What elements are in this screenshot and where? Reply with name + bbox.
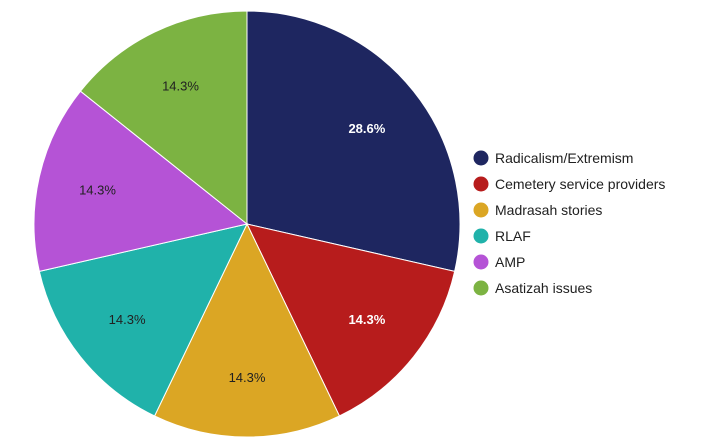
data-label-cemetery-service-providers: 14.3% <box>348 312 385 327</box>
pie-slice-radicalism-extremism <box>246 10 461 272</box>
pie-slices <box>33 10 461 438</box>
legend-marker-rlaf <box>473 228 489 244</box>
data-label-radicalism-extremism: 28.6% <box>348 121 385 136</box>
legend-marker-cemetery-service-providers <box>473 176 489 192</box>
legend: Radicalism/Extremism Cemetery service pro… <box>473 150 665 296</box>
pie-slice-amp <box>33 90 249 272</box>
data-label-rlaf: 14.3% <box>109 312 146 327</box>
legend-marker-amp <box>473 254 489 270</box>
legend-label-rlaf: RLAF <box>495 228 531 244</box>
data-label-asatizah-issues: 14.3% <box>162 78 199 93</box>
legend-label-asatizah-issues: Asatizah issues <box>495 280 592 296</box>
legend-label-cemetery-service-providers: Cemetery service providers <box>495 176 665 192</box>
legend-marker-radicalism-extremism <box>473 150 489 166</box>
legend-label-madrasah-stories: Madrasah stories <box>495 202 602 218</box>
data-label-madrasah-stories: 14.3% <box>229 370 266 385</box>
legend-marker-asatizah-issues <box>473 280 489 296</box>
pie-slice-rlaf <box>38 223 248 417</box>
pie-slice-cemetery-service-providers <box>246 223 456 417</box>
pie-slice-labels: 28.6% 14.3% 14.3% 14.3% 14.3% 14.3% <box>79 78 386 385</box>
pie-slice-madrasah-stories <box>153 222 341 438</box>
legend-label-radicalism-extremism: Radicalism/Extremism <box>495 150 633 166</box>
data-label-amp: 14.3% <box>79 182 116 197</box>
legend-marker-madrasah-stories <box>473 202 489 218</box>
pie-slice-asatizah-issues <box>79 10 248 226</box>
legend-label-amp: AMP <box>495 254 525 270</box>
